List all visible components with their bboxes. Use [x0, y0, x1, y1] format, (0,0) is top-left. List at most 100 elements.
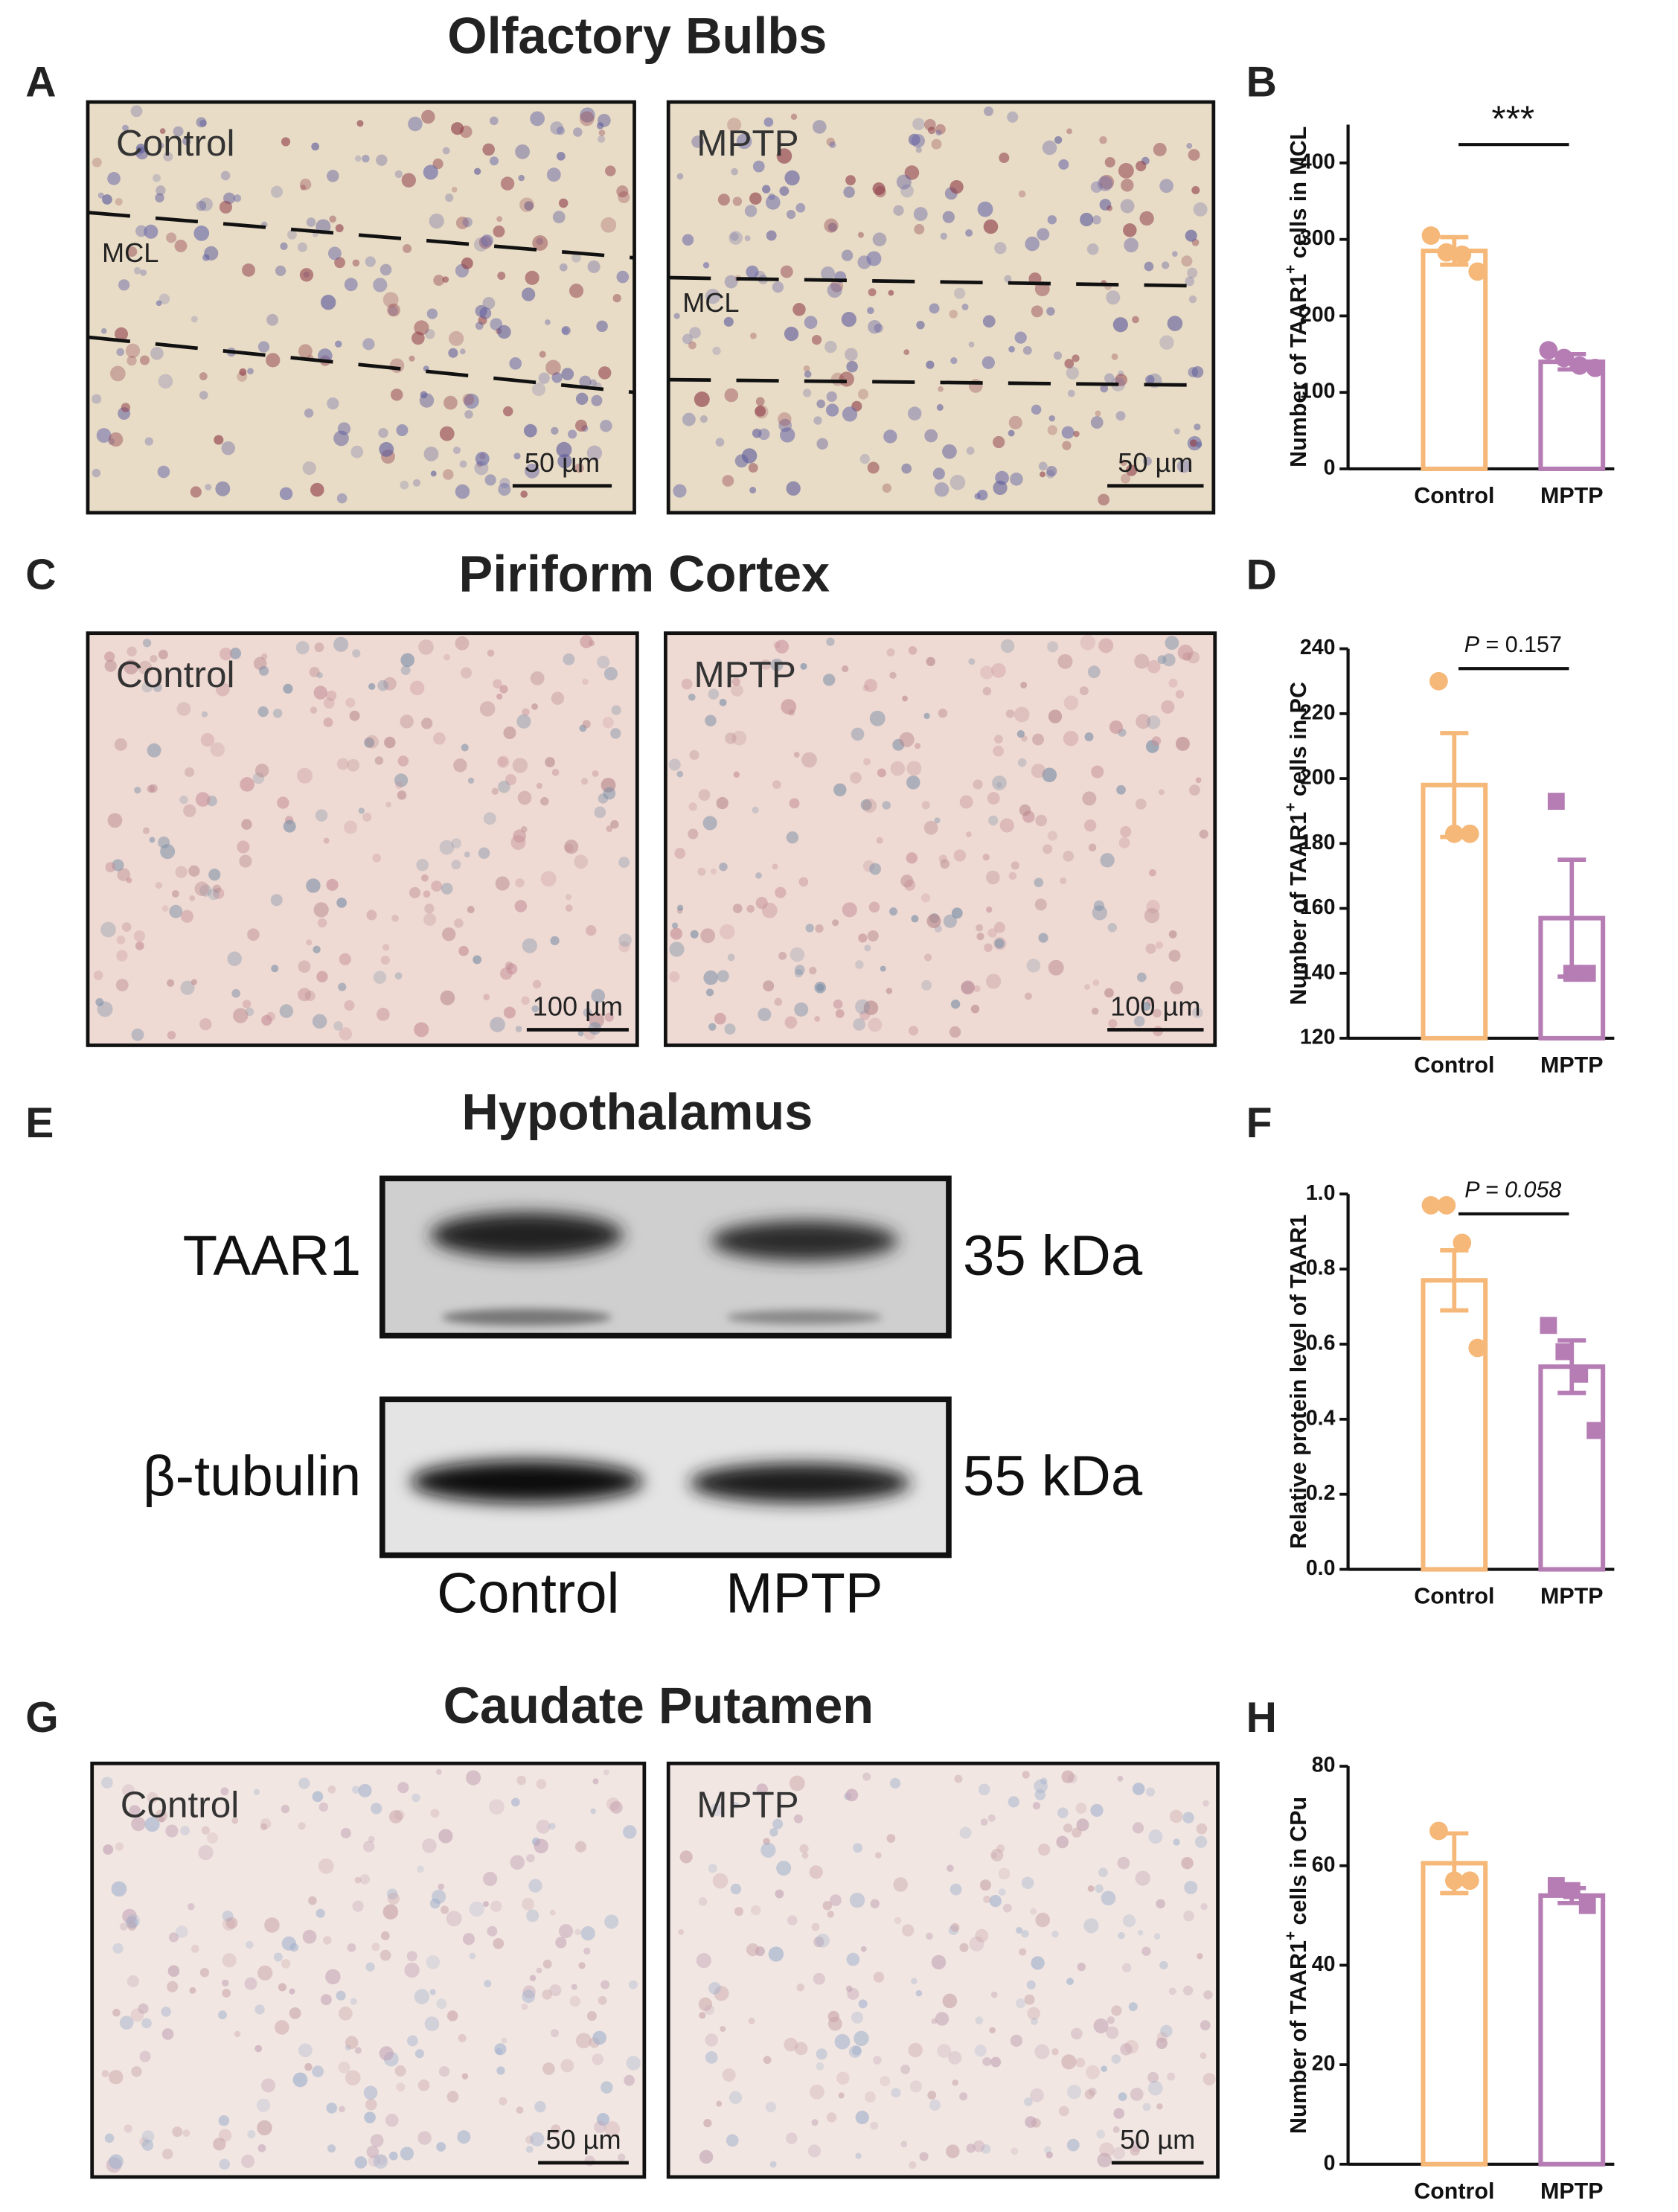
y-axis-label-part: + [1282, 802, 1299, 811]
cell [886, 988, 893, 994]
cell [299, 268, 314, 282]
cell [902, 695, 908, 702]
cell [340, 1827, 351, 1838]
cell [387, 1892, 400, 1905]
cell [592, 1778, 599, 1785]
scale-bar-label: 100 µm [533, 991, 623, 1022]
cell [119, 2016, 134, 2030]
cell [587, 260, 601, 273]
cell [252, 772, 265, 784]
cell [127, 1975, 139, 1988]
cell [1093, 900, 1105, 912]
cell [129, 1805, 141, 1817]
data-point [1421, 226, 1441, 245]
cell [445, 194, 454, 202]
cell [769, 2161, 777, 2168]
cell [755, 872, 762, 879]
cell [461, 257, 473, 269]
cell [766, 230, 777, 241]
cell [222, 1953, 237, 1968]
cell [987, 1814, 996, 1822]
cell [1007, 111, 1019, 123]
cell [382, 292, 399, 308]
cell [115, 327, 129, 341]
cell [565, 894, 572, 901]
cell [823, 674, 836, 686]
cell [907, 406, 922, 421]
cell [982, 2056, 992, 2066]
cell [394, 2065, 406, 2077]
cell [385, 2113, 399, 2127]
cell [688, 802, 697, 811]
cell [1156, 1899, 1165, 1909]
cell [611, 705, 621, 715]
cell [400, 715, 414, 729]
cell [219, 200, 232, 214]
cell [244, 1977, 257, 1990]
cell [362, 338, 375, 351]
micrograph-background [668, 1763, 1218, 2177]
cell [496, 2066, 505, 2075]
cell [755, 397, 765, 406]
cell [198, 1844, 214, 1861]
cell [604, 2120, 621, 2137]
significance-label-part: *** [1491, 99, 1534, 140]
cell [551, 768, 560, 776]
cell [746, 265, 759, 278]
cell [327, 1785, 336, 1794]
cell [982, 315, 996, 328]
cell [536, 1967, 542, 1974]
cell [867, 461, 880, 474]
cell [366, 2145, 380, 2158]
cell [730, 1883, 742, 1895]
cell [994, 938, 1005, 949]
cell [549, 1909, 556, 1916]
cell [540, 796, 549, 806]
cell [561, 327, 569, 335]
cell [790, 113, 798, 121]
cell [277, 796, 289, 809]
cell [403, 243, 412, 253]
cell [1061, 426, 1075, 439]
cell [1067, 389, 1075, 397]
cell [1017, 758, 1027, 767]
cell [196, 200, 207, 211]
cell [1080, 635, 1096, 651]
cell [1168, 1987, 1176, 1995]
cell [710, 868, 717, 875]
cell [826, 391, 837, 403]
cell [516, 714, 531, 729]
cell [1141, 1946, 1151, 1956]
cell [304, 2062, 313, 2071]
cell [891, 2088, 901, 2098]
cell [799, 1844, 809, 1853]
cell [387, 303, 400, 317]
cell [1188, 784, 1200, 796]
cell [765, 2101, 777, 2113]
cell [158, 142, 164, 149]
data-point [1571, 1365, 1589, 1383]
cell [158, 1815, 165, 1823]
cell [1144, 261, 1154, 272]
cell [760, 1842, 776, 1858]
cell [442, 276, 449, 283]
data-point [1453, 1233, 1472, 1253]
cell [1030, 2088, 1044, 2103]
cell [609, 1800, 623, 1814]
cell [270, 185, 284, 198]
cell [122, 1908, 137, 1924]
cell [105, 862, 116, 872]
cell [911, 1978, 918, 1985]
cell [368, 2155, 380, 2167]
cell [421, 109, 435, 124]
cell [510, 834, 526, 850]
cell [257, 706, 269, 717]
cell [813, 1972, 825, 1985]
cell [383, 677, 397, 691]
cell [275, 265, 286, 276]
cell [278, 1983, 286, 1992]
cell [749, 192, 762, 205]
cell [727, 118, 742, 132]
cell [1183, 1910, 1194, 1922]
